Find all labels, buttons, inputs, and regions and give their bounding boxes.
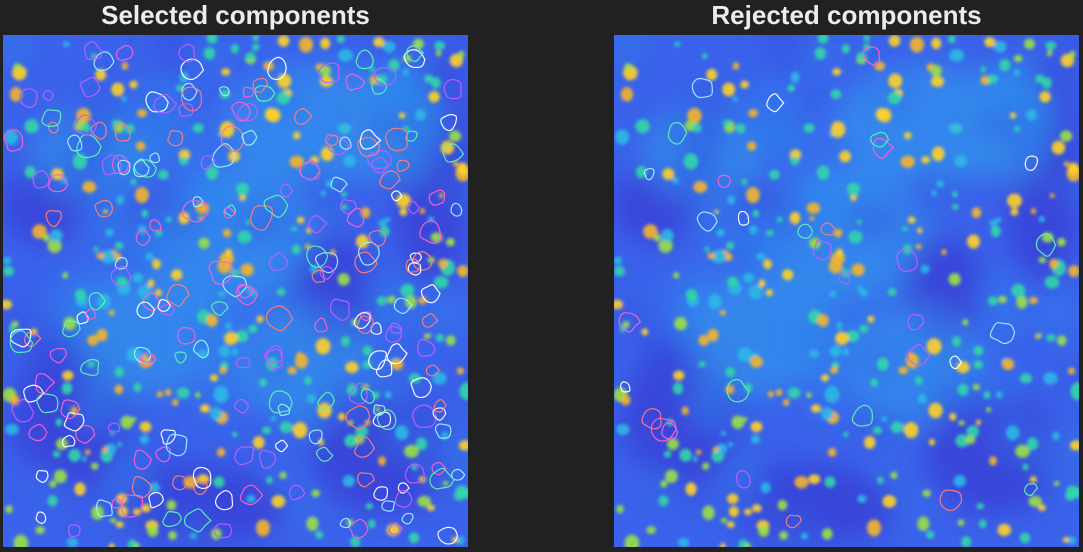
selected-panel-title: Selected components — [3, 0, 468, 32]
rejected-panel-title: Rejected components — [614, 0, 1079, 32]
rejected-components-image — [614, 35, 1079, 547]
rejected-components-plot — [614, 35, 1079, 547]
selected-components-image — [3, 35, 468, 547]
selected-components-plot — [3, 35, 468, 547]
